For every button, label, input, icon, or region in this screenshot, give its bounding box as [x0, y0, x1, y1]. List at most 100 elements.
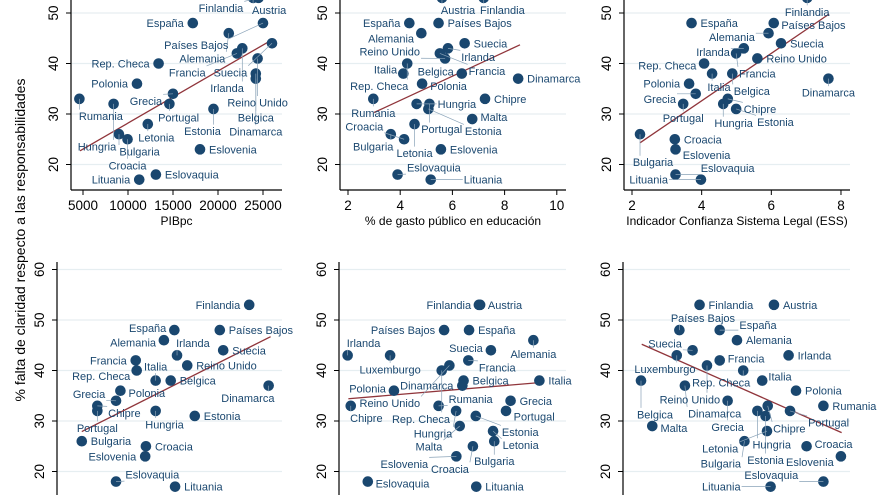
point-label: Croacia — [109, 160, 148, 172]
point-label: Rep. Checa — [92, 59, 151, 71]
point-label: Italia — [374, 65, 398, 77]
y-tick-label: 50 — [32, 312, 47, 327]
leader-line — [767, 405, 773, 422]
leader-line — [736, 108, 757, 116]
y-tick-label: 30 — [32, 413, 47, 428]
data-point — [388, 385, 400, 397]
data-point — [768, 17, 780, 29]
point-label: Portugal — [158, 112, 199, 124]
point-labels-4: Finlandia España Países Bajos Alemania Sueci… — [72, 300, 293, 494]
data-point — [194, 144, 206, 155]
x-tick-label: 8 — [837, 198, 845, 213]
x-tick-label: 10 — [549, 198, 564, 213]
data-point — [433, 17, 444, 29]
point-label: Estonia — [757, 117, 795, 129]
data-point — [677, 98, 689, 110]
point-label: Grecia — [130, 96, 163, 108]
point-label: Países Bajos — [781, 20, 846, 32]
point-label: España — [146, 18, 184, 30]
point-label: Portugal — [421, 124, 462, 136]
point-label: Finlandia — [709, 300, 755, 312]
panel-5: 20 30 40 50 60 — [314, 262, 566, 495]
point-label: Dinamarca — [221, 393, 275, 405]
data-point — [130, 355, 142, 366]
data-point — [142, 118, 154, 130]
data-point — [505, 395, 516, 407]
data-point — [698, 58, 710, 69]
data-point — [818, 400, 829, 412]
point-label: Finlandia — [199, 3, 245, 15]
point-labels-2: Austria Finlandia España Países Bajos Aleman… — [345, 0, 581, 187]
data-point — [439, 53, 451, 64]
data-point — [131, 78, 143, 89]
data-point — [727, 68, 738, 79]
point-label: Bulgaria — [91, 436, 132, 448]
data-point — [823, 73, 834, 84]
data-point — [416, 27, 427, 39]
panel-4: 20 30 40 50 60 — [32, 262, 282, 495]
data-point — [181, 360, 193, 371]
data-point — [670, 144, 681, 155]
leader-line — [492, 430, 502, 440]
panel-1: 20 30 40 50 5000 10000 15000 20000 25000 PIBpc — [46, 0, 282, 228]
data-point — [470, 481, 482, 492]
y-tick-label: 60 — [598, 262, 613, 277]
data-point — [686, 17, 697, 29]
leader-lines — [79, 0, 273, 159]
point-label: Suecia — [790, 38, 825, 50]
panel-2: 20 30 40 50 2 4 6 8 10 % de gasto público en educ… — [315, 0, 566, 228]
point-labels-1: Austria Finlandia España Países BajosAleman… — [78, 0, 288, 187]
point-label: Austria — [252, 5, 287, 17]
data-point — [150, 375, 161, 386]
data-point — [398, 68, 409, 79]
y-tick-label: 30 — [46, 106, 61, 121]
data-point — [171, 350, 183, 361]
data-point — [187, 17, 199, 29]
data-point — [133, 174, 145, 185]
point-label: Irlanda — [210, 83, 245, 95]
leader-line — [741, 441, 745, 458]
point-label: Rep. Checa — [638, 61, 697, 73]
data-point — [253, 0, 264, 4]
data-point — [139, 451, 151, 462]
data-point — [801, 440, 812, 452]
point-label: Reino Unido — [766, 53, 827, 65]
point-label: Belgica — [418, 67, 455, 79]
point-label: España — [701, 18, 739, 30]
point-label: Países Bajos — [448, 18, 513, 30]
data-point — [694, 299, 705, 311]
y-tick-label: 40 — [46, 56, 61, 71]
data-point — [669, 133, 681, 145]
data-point — [404, 17, 415, 29]
point-label: Belgica — [637, 409, 674, 421]
point-label: Reino Unido — [660, 394, 721, 406]
point-label: Belgica — [473, 376, 510, 388]
point-label: Chipre — [494, 94, 526, 106]
data-point — [409, 118, 420, 130]
y-tick-label: 60 — [32, 262, 47, 277]
leader-line — [447, 48, 461, 51]
point-label: Polonia — [430, 81, 468, 93]
leader-line — [244, 0, 252, 2]
point-label: Croacia — [684, 134, 723, 146]
leader-line — [684, 385, 688, 407]
point-label: Polonia — [349, 384, 387, 396]
y-tick-label: 50 — [315, 5, 330, 20]
point-label: Estonia — [184, 126, 222, 138]
x-tick-label: 8 — [501, 198, 509, 213]
point-label: Dinamarca — [527, 74, 581, 86]
point-label: Francia — [479, 362, 517, 374]
y-tick-label: 40 — [314, 363, 329, 378]
point-label: Suecia — [449, 343, 484, 355]
y-tick-label: 40 — [599, 56, 614, 71]
point-label: Bulgaria — [633, 157, 674, 169]
point-label: Bulgaria — [474, 456, 515, 468]
data-point — [115, 385, 126, 397]
x-tick-label: 6 — [449, 198, 457, 213]
data-point — [362, 476, 374, 487]
leader-line — [106, 399, 117, 402]
data-point — [474, 299, 486, 311]
data-point — [783, 350, 794, 361]
y-tick-label: 50 — [46, 5, 61, 20]
